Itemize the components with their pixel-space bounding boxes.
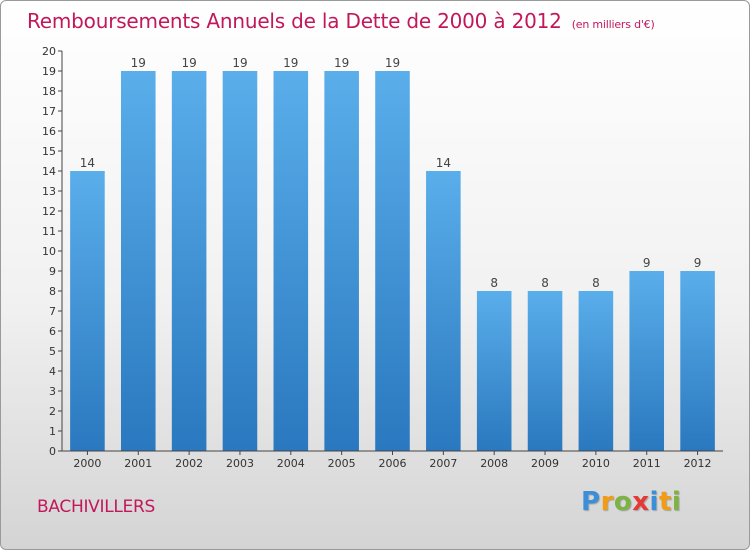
data-label-2004: 19: [283, 56, 298, 70]
bar-2001: [120, 71, 156, 451]
y-tick-label: 1: [49, 425, 56, 438]
bar-2009: [527, 291, 563, 451]
y-tick-label: 20: [42, 45, 56, 58]
bar-2008: [476, 291, 512, 451]
data-label-2005: 19: [334, 56, 349, 70]
logo-letter: x: [632, 487, 650, 517]
logo-letter: i: [671, 487, 682, 517]
x-tick-label-2002: 2002: [175, 457, 203, 470]
data-label-2003: 19: [232, 56, 247, 70]
title-text: Remboursements Annuels de la Dette de 20…: [27, 9, 562, 33]
bar-2003: [222, 71, 258, 451]
x-tick-label-2000: 2000: [73, 457, 101, 470]
y-tick-label: 4: [49, 365, 56, 378]
data-label-2007: 14: [436, 156, 451, 170]
x-tick-label-2003: 2003: [226, 457, 254, 470]
x-tick-label-2008: 2008: [480, 457, 508, 470]
bar-2002: [171, 71, 207, 451]
y-tick-label: 15: [42, 145, 56, 158]
y-tick-label: 19: [42, 65, 56, 78]
y-tick-label: 16: [42, 125, 56, 138]
commune-name: BACHIVILLERS: [37, 497, 155, 517]
bar-2006: [375, 71, 410, 451]
data-label-2002: 19: [181, 56, 196, 70]
y-tick-label: 10: [42, 245, 56, 258]
x-tick-label-2010: 2010: [582, 457, 610, 470]
bar-2000: [70, 171, 105, 451]
x-axis: 2000 2001 2002 2003 2004 2005 2006 2007 2008 2009…: [62, 450, 723, 470]
x-tick-label-2012: 2012: [684, 457, 712, 470]
logo-letter: o: [613, 487, 633, 517]
logo-letter: r: [600, 487, 614, 517]
bar-2011: [629, 271, 665, 451]
y-tick-label: 3: [49, 385, 56, 398]
x-tick-label-2006: 2006: [379, 457, 407, 470]
x-tick-label-2009: 2009: [531, 457, 559, 470]
y-tick-label: 9: [49, 265, 56, 278]
y-tick-label: 5: [49, 345, 56, 358]
bar-2010: [578, 291, 614, 451]
data-label-2008: 8: [490, 276, 498, 290]
bar-2007: [426, 171, 461, 451]
data-label-2012: 9: [694, 256, 702, 270]
y-tick-label: 17: [42, 105, 56, 118]
data-label-2011: 9: [643, 256, 651, 270]
data-label-2010: 8: [592, 276, 600, 290]
y-tick-label: 7: [49, 305, 56, 318]
x-tick-label-2005: 2005: [328, 457, 356, 470]
bar-2005: [324, 71, 359, 451]
logo-letter: t: [658, 487, 672, 517]
data-label-2009: 8: [541, 276, 549, 290]
y-tick-label: 6: [49, 325, 56, 338]
y-tick-label: 2: [49, 405, 56, 418]
data-label-2006: 19: [385, 56, 400, 70]
bar-2004: [273, 71, 309, 451]
logo-letter: i: [649, 487, 659, 517]
y-tick-label: 18: [42, 85, 56, 98]
x-tick-label-2007: 2007: [429, 457, 457, 470]
y-tick-label: 14: [42, 165, 56, 178]
x-tick-label-2004: 2004: [277, 457, 305, 470]
chart-title: Remboursements Annuels de la Dette de 20…: [27, 9, 655, 33]
y-tick-label: 11: [42, 225, 56, 238]
proxiti-logo: Proxiti: [581, 487, 681, 517]
y-tick-label: 8: [49, 285, 56, 298]
y-tick-label: 12: [42, 205, 56, 218]
bars: 14 19 19 19 19 19 19 14 8 8 8 9 9: [70, 56, 715, 451]
data-label-2001: 19: [131, 56, 146, 70]
data-label-2000: 14: [80, 156, 95, 170]
logo-letter: P: [581, 487, 601, 517]
x-tick-label-2011: 2011: [633, 457, 661, 470]
bar-2012: [680, 271, 715, 451]
chart-subtitle: (en milliers d'€): [571, 18, 655, 31]
x-tick-label-2001: 2001: [124, 457, 152, 470]
y-tick-label: 13: [42, 185, 56, 198]
y-tick-label: 0: [49, 445, 56, 458]
